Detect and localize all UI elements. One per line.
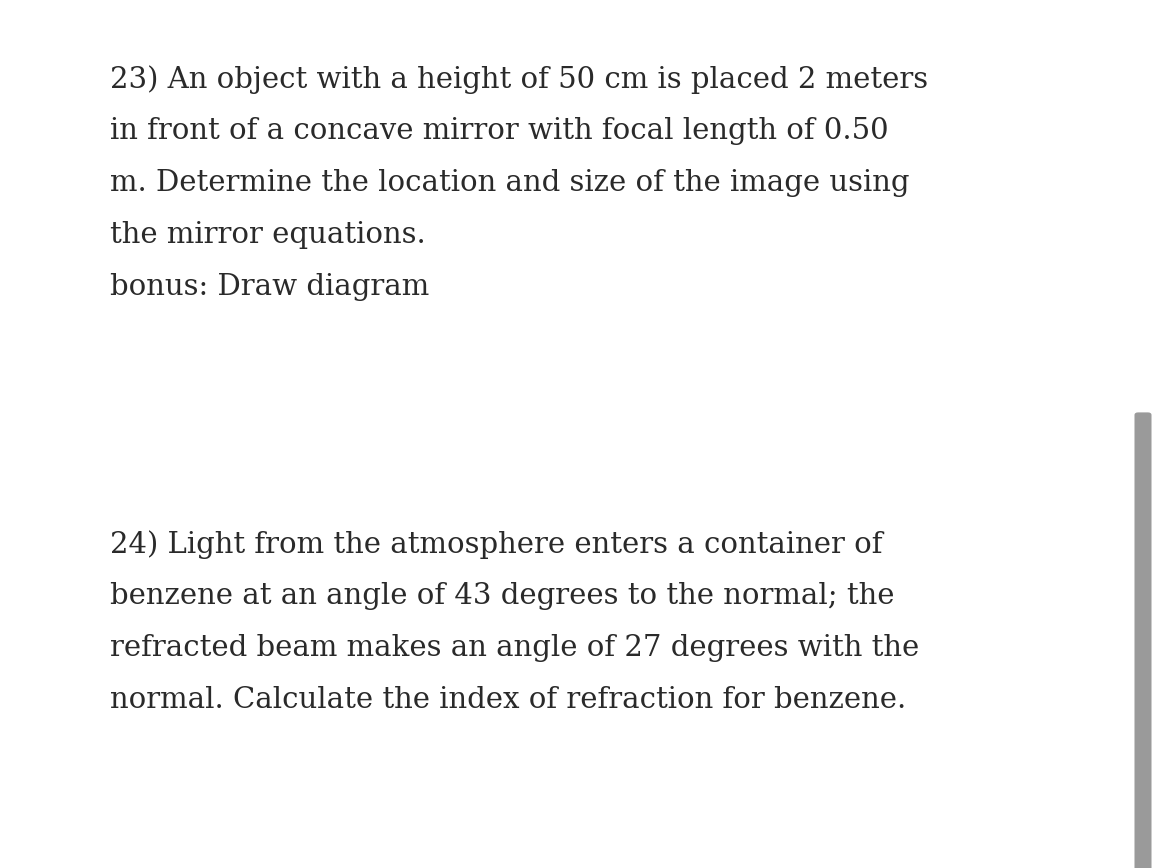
Text: m. Determine the location and size of the image using: m. Determine the location and size of th… — [110, 169, 909, 197]
Text: in front of a concave mirror with focal length of 0.50: in front of a concave mirror with focal … — [110, 117, 889, 145]
Text: 23) An object with a height of 50 cm is placed 2 meters: 23) An object with a height of 50 cm is … — [110, 65, 928, 94]
Text: refracted beam makes an angle of 27 degrees with the: refracted beam makes an angle of 27 degr… — [110, 634, 920, 662]
Text: 24) Light from the atmosphere enters a container of: 24) Light from the atmosphere enters a c… — [110, 530, 882, 559]
Text: the mirror equations.: the mirror equations. — [110, 221, 426, 249]
Text: benzene at an angle of 43 degrees to the normal; the: benzene at an angle of 43 degrees to the… — [110, 582, 895, 610]
Text: normal. Calculate the index of refraction for benzene.: normal. Calculate the index of refractio… — [110, 686, 907, 714]
Text: bonus: Draw diagram: bonus: Draw diagram — [110, 273, 429, 301]
